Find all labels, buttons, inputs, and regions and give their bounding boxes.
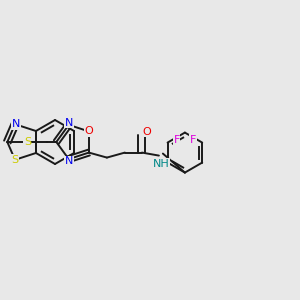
Text: O: O	[142, 127, 151, 136]
Text: S: S	[24, 137, 31, 147]
Text: O: O	[85, 126, 93, 136]
Text: S: S	[11, 155, 19, 165]
Text: F: F	[173, 135, 180, 145]
Text: N: N	[12, 119, 20, 129]
Text: N: N	[64, 156, 73, 166]
Text: F: F	[190, 135, 196, 145]
Text: NH: NH	[152, 159, 169, 169]
Text: N: N	[64, 118, 73, 128]
